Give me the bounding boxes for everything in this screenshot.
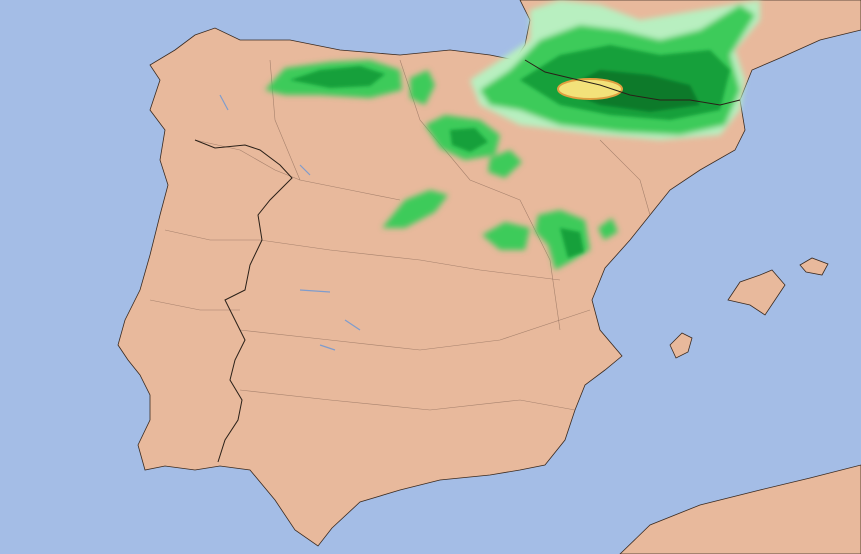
precip-area-heavy-iberian xyxy=(450,128,488,152)
ibiza xyxy=(669,332,693,359)
mallorca xyxy=(727,269,786,316)
france-spain-border xyxy=(524,59,741,106)
precip-area-peak xyxy=(557,78,623,100)
portugal-spain-border xyxy=(194,139,293,463)
country-borders xyxy=(194,59,741,463)
precip-area-heavy-east xyxy=(560,228,584,258)
precip-area-east-3 xyxy=(598,218,618,240)
precip-area-north-small xyxy=(410,70,435,105)
precip-area-east-1 xyxy=(482,222,530,250)
precip-area-heavy-cantabrian xyxy=(290,66,385,88)
precipitation xyxy=(265,0,760,270)
precip-area-east-2 xyxy=(535,210,590,270)
precip-area-central xyxy=(382,190,448,228)
precip-area-iberian-2 xyxy=(488,150,522,178)
rivers xyxy=(219,94,361,351)
menorca xyxy=(799,257,829,276)
africa-coast xyxy=(619,464,861,554)
